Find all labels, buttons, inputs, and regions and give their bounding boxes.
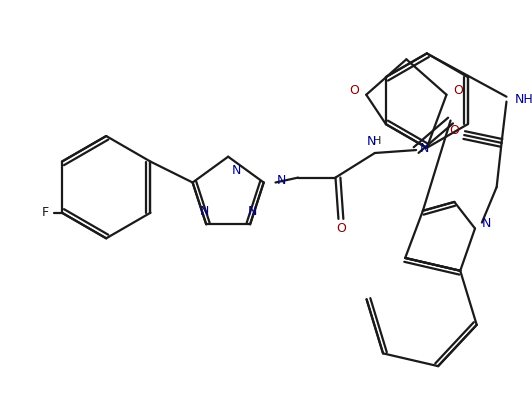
- Text: NH: NH: [515, 93, 532, 106]
- Text: F: F: [41, 206, 49, 219]
- Text: N: N: [277, 174, 286, 187]
- Text: N: N: [367, 135, 377, 148]
- Text: O: O: [350, 84, 360, 97]
- Text: O: O: [453, 84, 463, 97]
- Text: H: H: [372, 136, 381, 146]
- Text: O: O: [450, 124, 459, 137]
- Text: N: N: [419, 141, 429, 154]
- Text: O: O: [336, 222, 346, 235]
- Text: N: N: [482, 217, 492, 230]
- Text: N: N: [247, 205, 257, 218]
- Text: N: N: [231, 164, 240, 177]
- Text: N: N: [200, 205, 209, 218]
